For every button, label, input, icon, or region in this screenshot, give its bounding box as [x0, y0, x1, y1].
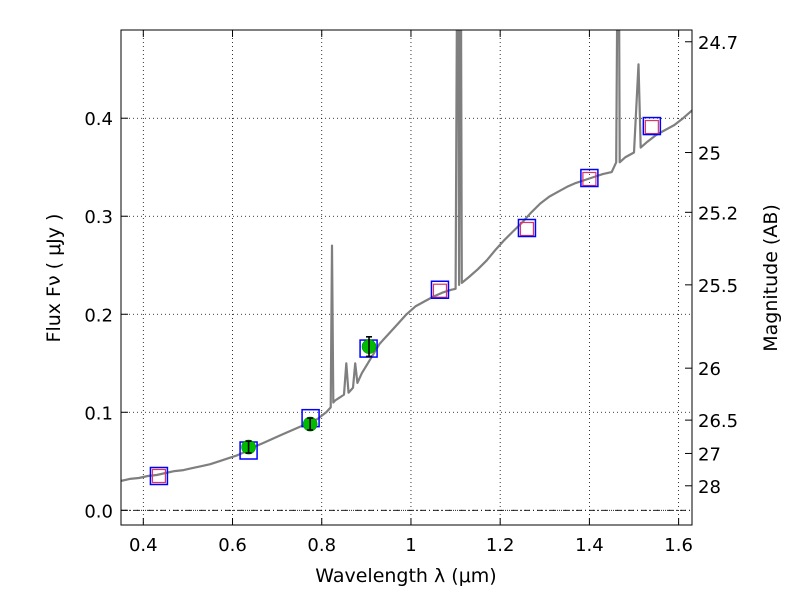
x-tick-label: 0.6	[218, 535, 247, 556]
template-photometry-box	[519, 221, 535, 237]
y-axis-label: Flux Fν ( μJy )	[43, 214, 65, 343]
magnitude-tick-label: 27	[698, 444, 721, 465]
y-tick-label: 0.4	[84, 109, 113, 130]
y-tick-label: 0.0	[84, 501, 113, 522]
x-tick-label: 1	[405, 535, 416, 556]
magnitude-tick-label: 25.5	[698, 276, 738, 297]
x-tick-label: 0.4	[129, 535, 158, 556]
y-tick-label: 0.3	[84, 207, 113, 228]
x-tick-label: 1.6	[664, 535, 693, 556]
x-tick-label: 0.8	[307, 535, 336, 556]
template-photometry-box	[151, 468, 167, 484]
template-photometry-box	[644, 119, 659, 135]
model-photometry-box	[642, 116, 662, 136]
magnitude-tick-label: 25	[698, 144, 721, 165]
template-photometry-box	[432, 283, 448, 298]
model-photometry-box	[580, 168, 599, 188]
template-photometry-box	[582, 171, 597, 187]
plot-background	[121, 30, 692, 525]
model-photometry-box	[430, 280, 450, 300]
model-photometry-box	[149, 466, 169, 486]
template-box-layer	[151, 119, 659, 484]
model-photometry-box	[517, 218, 537, 238]
magnitude-tick-label: 26.5	[698, 411, 738, 432]
x-axis-label: Wavelength λ (μm)	[315, 565, 496, 587]
magnitude-tick-label: 25.2	[698, 203, 738, 224]
magnitude-tick-label: 28	[698, 477, 721, 498]
ticks: 0.4 0.6 0.8 1 1.2 1.4 1.6 0.0 0.1 0.2 0.3 0.4 24.7 25…	[84, 30, 738, 556]
observed-points-layer	[241, 336, 377, 455]
y-tick-label: 0.2	[84, 305, 113, 326]
magnitude-tick-label: 24.7	[698, 33, 738, 54]
right-axis-label: Magnitude (AB)	[760, 204, 782, 352]
x-tick-label: 1.4	[575, 535, 604, 556]
plot-frame	[120, 29, 693, 526]
magnitude-tick-label: 26	[698, 359, 721, 380]
y-tick-label: 0.1	[84, 403, 113, 424]
x-tick-label: 1.2	[486, 535, 515, 556]
grid	[121, 30, 692, 525]
